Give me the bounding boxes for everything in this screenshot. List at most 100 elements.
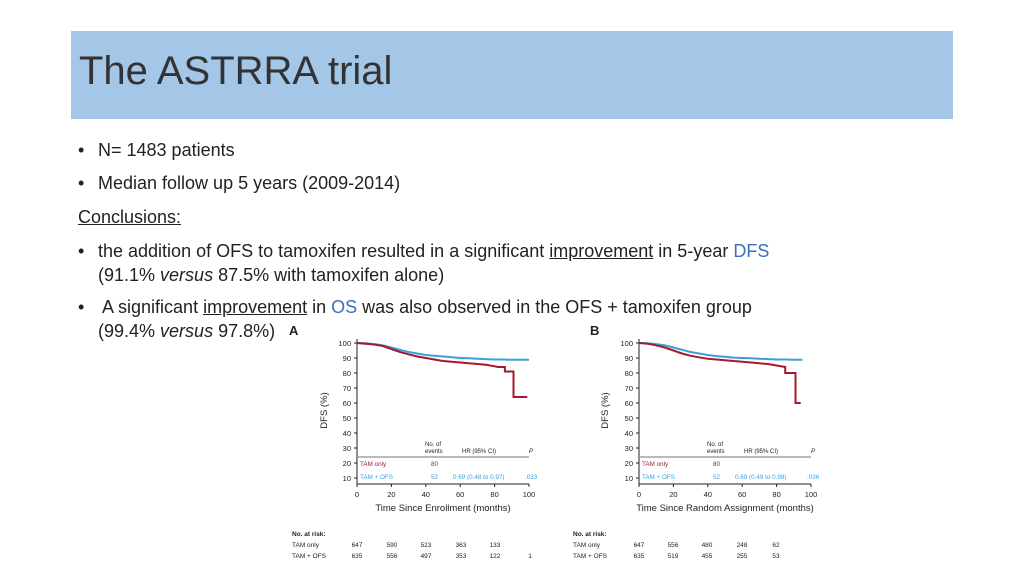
chart-a-y-axis-label: DFS (%) — [319, 392, 330, 428]
bullet-4-text-b: in — [307, 297, 332, 317]
chart-b-risk-value: 255 — [737, 553, 748, 560]
bullet-3-l2b: 87.5% with tamoxifen alone) — [213, 265, 445, 285]
chart-b-risk-title: No. at risk: — [573, 531, 607, 538]
bullet-3-dfs: DFS — [733, 241, 770, 261]
chart-a-x-tick-label: 40 — [422, 490, 430, 499]
chart-b-x-axis-label: Time Since Random Assignment (months) — [636, 503, 814, 514]
bullet-2: • Median follow up 5 years (2009-2014) — [78, 171, 400, 195]
chart-a-table-header-hr: HR (95% CI) — [462, 449, 496, 455]
bullet-1: • N= 1483 patients — [78, 138, 235, 162]
chart-b-table-header-events: No. of — [707, 442, 723, 448]
chart-a-y-tick-label: 50 — [343, 414, 351, 423]
chart-b-risk-value: 647 — [634, 542, 645, 549]
chart-a-x-tick-label: 80 — [490, 490, 498, 499]
chart-b-y-axis-label: DFS (%) — [600, 392, 611, 428]
chart-a-risk-value: 647 — [352, 542, 363, 549]
chart-a-table-row-events: 80 — [431, 461, 439, 468]
title-bar: The ASTRRA trial — [71, 31, 953, 119]
chart-a-y-tick-label: 20 — [343, 459, 351, 468]
chart-b-x-tick-label: 40 — [704, 490, 712, 499]
chart-b-risk-label: TAM + OFS — [573, 553, 608, 560]
chart-b-risk-label: TAM only — [573, 542, 601, 549]
bullet-4-text: A significant — [98, 297, 204, 317]
chart-a-panel-label: A — [289, 323, 299, 338]
bullet-3: • the addition of OFS to tamoxifen resul… — [78, 239, 769, 263]
chart-b-y-tick-label: 50 — [625, 414, 633, 423]
chart-a-risk-value: 523 — [421, 542, 432, 549]
chart-b-y-tick-label: 40 — [625, 429, 633, 438]
bullet-3-l2a: (91.1% — [98, 265, 161, 285]
chart-b-x-tick-label: 0 — [637, 490, 641, 499]
chart-b-y-tick-label: 10 — [625, 474, 633, 483]
chart-b-risk-value: 53 — [772, 553, 780, 560]
bullet-4-os: OS — [331, 297, 358, 317]
bullet-4-l2a: (99.4% — [98, 321, 161, 341]
chart-b-y-tick-label: 70 — [625, 384, 633, 393]
chart-a-x-axis-label: Time Since Enrollment (months) — [375, 503, 510, 514]
bullet-dot: • — [78, 173, 85, 193]
chart-a-y-tick-label: 80 — [343, 369, 351, 378]
bullet-2-text: Median follow up 5 years (2009-2014) — [98, 173, 401, 193]
chart-a-y-tick-label: 100 — [338, 339, 351, 348]
conclusions-heading: Conclusions: — [78, 207, 182, 227]
chart-a-table-row-label: TAM only — [360, 461, 387, 468]
chart-b-risk-value: 455 — [702, 553, 713, 560]
chart-b-y-tick-label: 90 — [625, 354, 633, 363]
chart-a-y-tick-label: 30 — [343, 444, 351, 453]
chart-b-risk-value: 480 — [702, 542, 713, 549]
chart-a-risk-value: 122 — [490, 553, 501, 560]
chart-b-series-tam-ofs — [638, 342, 803, 361]
bullet-3-underlined: improvement — [549, 241, 654, 261]
chart-b-risk-value: 248 — [737, 542, 748, 549]
chart-b-table-row-label: TAM + OFS — [642, 474, 675, 481]
chart-b-y-tick-label: 80 — [625, 369, 633, 378]
chart-a-table-header-p: P — [529, 449, 533, 455]
chart-a-risk-value: 353 — [456, 553, 467, 560]
bullet-dot: • — [78, 241, 85, 261]
chart-a-risk-value: 556 — [387, 553, 398, 560]
chart-a-y-tick-label: 70 — [343, 384, 351, 393]
chart-a-risk-value: 635 — [352, 553, 363, 560]
chart-b-y-tick-label: 100 — [620, 339, 633, 348]
chart-a-y-tick-label: 60 — [343, 399, 351, 408]
chart-a-table-row-hr: 0.69 (0.48 to 0.97) — [453, 474, 504, 481]
chart-a-risk-label: TAM + OFS — [292, 553, 327, 560]
chart-b-y-tick-label: 60 — [625, 399, 633, 408]
slide-title: The ASTRRA trial — [79, 49, 393, 93]
chart-b-y-tick-label: 30 — [625, 444, 633, 453]
chart-a-table-header-events-2: events — [425, 449, 443, 455]
chart-b-risk-value: 62 — [772, 542, 780, 549]
chart-a-risk-value: 1 — [528, 553, 532, 560]
chart-b-risk-value: 635 — [634, 553, 645, 560]
chart-b-risk-value: 519 — [668, 553, 679, 560]
chart-b-table-header-events-2: events — [707, 449, 725, 455]
chart-b-table-row-events: 52 — [713, 474, 721, 481]
chart-b-x-tick-label: 60 — [738, 490, 746, 499]
bullet-3-text: the addition of OFS to tamoxifen resulte… — [98, 241, 550, 261]
bullet-dot: • — [78, 297, 85, 317]
chart-b-table-header-p: P — [811, 449, 815, 455]
chart-a-table-row-p: .033 — [525, 474, 538, 481]
bullet-4-text-d: was also observed in the OFS + tamoxifen… — [357, 297, 752, 317]
bullet-1-text: N= 1483 patients — [98, 140, 235, 160]
chart-b-x-tick-label: 20 — [669, 490, 677, 499]
chart-b-x-tick-label: 100 — [805, 490, 818, 499]
bullet-3-text-b: in 5-year — [653, 241, 734, 261]
bullet-4-l2b: 97.8%) — [213, 321, 276, 341]
chart-a-x-tick-label: 20 — [387, 490, 395, 499]
bullet-4-underlined: improvement — [203, 297, 308, 317]
chart-b-x-tick-label: 80 — [772, 490, 780, 499]
chart-b-table-row-label: TAM only — [642, 461, 669, 468]
chart-a-x-tick-label: 100 — [523, 490, 536, 499]
chart-a-x-tick-label: 60 — [456, 490, 464, 499]
chart-a-series-tam-ofs — [356, 342, 529, 361]
chart-b-series-tam-only — [638, 342, 801, 404]
chart-a-x-tick-label: 0 — [355, 490, 359, 499]
chart-b-table-row-p: .036 — [807, 474, 820, 481]
chart-a-risk-value: 363 — [456, 542, 467, 549]
bullet-4-line-2: (99.4% versus 97.8%) — [98, 319, 275, 343]
chart-a-table-row-events: 52 — [431, 474, 439, 481]
chart-a-risk-value: 497 — [421, 553, 432, 560]
bullet-3-line-2: (91.1% versus 87.5% with tamoxifen alone… — [98, 263, 444, 287]
chart-a-y-tick-label: 40 — [343, 429, 351, 438]
